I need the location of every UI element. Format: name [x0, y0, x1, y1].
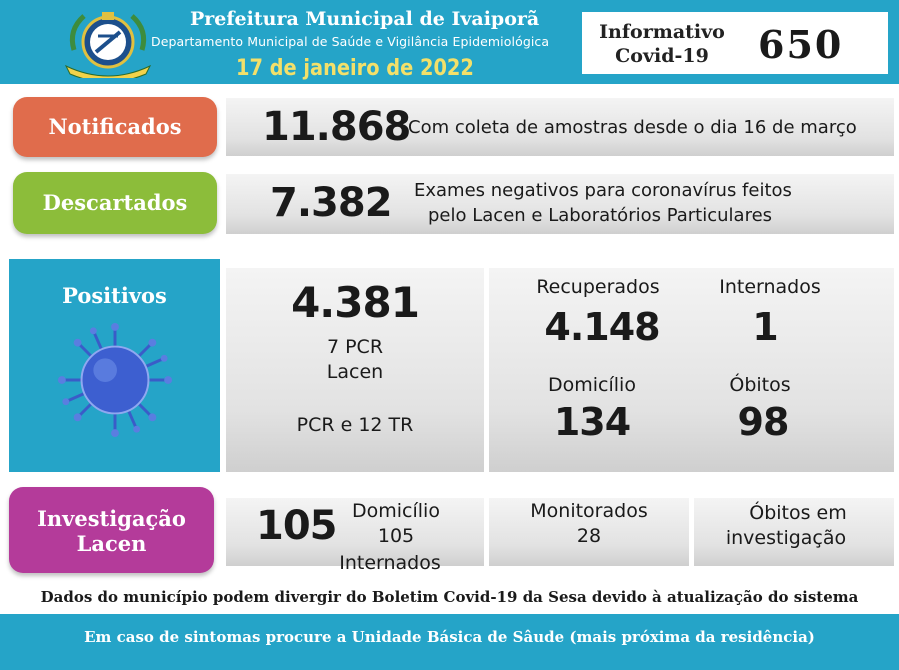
investigacao-value: 105 — [256, 503, 337, 549]
descartados-description-line2: pelo Lacen e Laboratórios Particulares — [428, 205, 773, 226]
internados-value: 1 — [752, 305, 778, 349]
notificados-label: Notificados — [48, 114, 182, 139]
obitos-investigacao-panel — [694, 498, 894, 566]
investigacao-pill: Investigação Lacen — [9, 487, 214, 573]
bulletin-label: Informativo Covid-19 — [582, 20, 742, 68]
obitos-investigacao-line1: Óbitos em — [749, 502, 847, 524]
monitorados-label: Monitorados — [530, 500, 648, 522]
positivos-label: Positivos — [62, 283, 167, 308]
descartados-panel — [226, 174, 894, 234]
monitorados-panel — [489, 498, 689, 566]
recuperados-value: 4.148 — [544, 305, 660, 349]
positivos-total-panel — [226, 268, 484, 472]
notificados-pill: Notificados — [13, 97, 217, 157]
investigacao-label-line1: Investigação — [37, 506, 186, 531]
obitos-investigacao-line2: investigação — [725, 527, 847, 549]
positivos-line1: 7 PCR — [326, 336, 384, 358]
domicilio-label: Domicílio — [548, 374, 636, 396]
bulletin-info-box: Informativo Covid-19 650 — [582, 12, 888, 74]
bulletin-date: 17 de janeiro de 2022 — [236, 56, 474, 81]
positivos-value: 4.381 — [291, 278, 420, 327]
positivos-line2: Lacen — [326, 361, 384, 383]
notificados-panel — [226, 98, 894, 156]
descartados-value: 7.382 — [270, 180, 393, 226]
footer-text: Em caso de sintomas procure a Unidade Bá… — [84, 628, 815, 646]
investigacao-domicilio-value: 105 — [377, 525, 415, 547]
municipal-seal-icon — [64, 12, 152, 78]
internados-label: Internados — [719, 276, 821, 298]
descartados-description-line1: Exames negativos para coronavírus feitos — [414, 180, 792, 201]
positivos-box: Positivos — [9, 259, 220, 472]
descartados-pill: Descartados — [13, 172, 217, 234]
investigacao-label-line2: Lacen — [76, 531, 147, 556]
disclaimer-note: Dados do município podem divergir do Bol… — [40, 588, 859, 606]
investigacao-domicilio-label: Domicílio — [352, 500, 440, 522]
obitos-label: Óbitos — [729, 374, 791, 396]
monitorados-value: 28 — [576, 525, 602, 547]
footer-bar: Em caso de sintomas procure a Unidade Bá… — [0, 614, 899, 670]
notificados-description: Com coleta de amostras desde o dia 16 de… — [408, 117, 857, 138]
header-title: Prefeitura Municipal de Ivaiporã — [190, 8, 540, 30]
recuperados-label: Recuperados — [536, 276, 660, 298]
investigacao-total-panel — [226, 498, 484, 566]
bulletin-label-line1: Informativo — [599, 21, 725, 43]
coronavirus-icon — [57, 322, 173, 438]
header-bar: Prefeitura Municipal de Ivaiporã Departa… — [0, 0, 899, 84]
positivos-breakdown-panel — [489, 268, 894, 472]
bulletin-number: 650 — [758, 22, 844, 67]
positivos-line3: PCR e 12 TR — [296, 414, 414, 436]
header-subtitle: Departamento Municipal de Saúde e Vigilâ… — [151, 34, 550, 49]
domicilio-value: 134 — [553, 400, 631, 444]
bulletin-label-line2: Covid-19 — [615, 45, 709, 67]
investigacao-internados-label: Internados — [339, 552, 441, 574]
descartados-label: Descartados — [42, 190, 188, 215]
notificados-value: 11.868 — [262, 104, 411, 150]
obitos-value: 98 — [737, 400, 790, 444]
